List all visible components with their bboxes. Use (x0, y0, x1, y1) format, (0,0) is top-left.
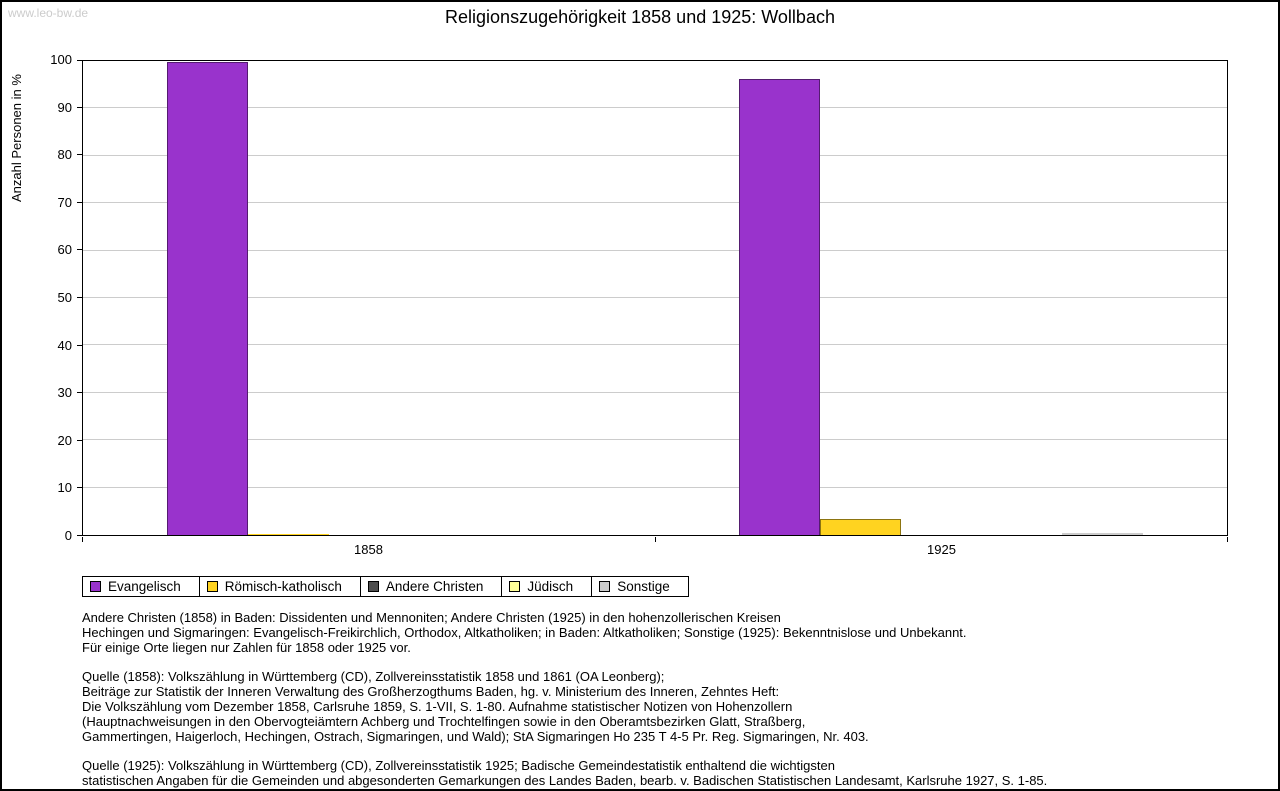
footnote-line: Die Volkszählung vom Dezember 1858, Carl… (82, 699, 793, 714)
y-tick-label: 30 (57, 385, 72, 401)
footnote-line: Quelle (1925): Volkszählung in Württembe… (82, 758, 835, 773)
footnote-line: (Hauptnachweisungen in den Obervogteiämt… (82, 714, 806, 729)
footnote-line: Beiträge zur Statistik der Inneren Verwa… (82, 684, 780, 699)
x-axis: 1858 1925 (82, 537, 1228, 561)
legend-item-3: Jüdisch (501, 577, 591, 596)
y-tick-label: 90 (57, 99, 72, 115)
plot-area (82, 60, 1228, 536)
y-tick-label: 10 (57, 480, 72, 496)
legend-label: Andere Christen (385, 579, 484, 594)
gridline (83, 297, 1227, 298)
y-tick-mark (77, 439, 82, 441)
y-tick-label: 80 (57, 147, 72, 163)
footnote-paragraph-3: Quelle (1925): Volkszählung in Württembe… (82, 758, 1258, 788)
x-category-label: 1925 (927, 542, 956, 557)
y-tick-label: 20 (57, 432, 72, 448)
watermark: www.leo-bw.de (8, 6, 89, 20)
footnote-paragraph-2: Quelle (1858): Volkszählung in Württembe… (82, 669, 1258, 744)
x-tick-mark (1227, 537, 1228, 542)
chart-title: Religionszugehörigkeit 1858 und 1925: Wo… (445, 7, 835, 27)
legend-item-4: Sonstige (591, 577, 688, 596)
gridline (83, 344, 1227, 346)
gridline (83, 107, 1227, 109)
legend-label: Sonstige (617, 579, 670, 594)
footnote-line: Quelle (1858): Volkszählung in Württembe… (82, 669, 665, 684)
y-tick-mark (77, 392, 82, 394)
bar-1858-1 (247, 533, 329, 535)
y-tick-mark (77, 201, 82, 203)
legend-label: Jüdisch (527, 579, 574, 594)
gridline (83, 391, 1227, 393)
bar-1858-0 (166, 62, 248, 535)
gridline (83, 486, 1227, 488)
footnote-line: Für einige Orte liegen nur Zahlen für 18… (82, 640, 411, 655)
gridline (83, 439, 1227, 441)
y-tick-mark (77, 487, 82, 489)
x-category-label: 1858 (354, 542, 383, 557)
legend-item-2: Andere Christen (359, 577, 502, 596)
y-tick-mark (77, 535, 82, 536)
y-tick-label: 40 (57, 337, 72, 353)
x-tick-mark (82, 537, 83, 542)
footnote-line: Andere Christen (1858) in Baden: Disside… (82, 610, 781, 625)
x-tick-mark (655, 537, 656, 542)
footnote-line: Gammertingen, Haigerloch, Hechingen, Ost… (82, 729, 869, 744)
footnote-line: Hechingen und Sigmaringen: Evangelisch-F… (82, 625, 967, 640)
footnotes: Andere Christen (1858) in Baden: Disside… (82, 610, 1258, 789)
y-tick-mark (77, 249, 82, 251)
legend-swatch-icon (599, 581, 611, 592)
legend-swatch-icon (206, 581, 218, 592)
gridline (83, 154, 1227, 156)
y-tick-mark (77, 60, 82, 61)
footnote-line: statistischen Angaben für die Gemeinden … (82, 773, 1048, 788)
legend-swatch-icon (509, 581, 521, 592)
y-tick-label: 60 (57, 242, 72, 258)
legend: Evangelisch Römisch-katholisch Andere Chri… (82, 576, 689, 597)
y-tick-mark (77, 297, 82, 298)
y-tick-label: 0 (64, 528, 72, 543)
y-tick-label: 50 (57, 290, 72, 305)
legend-label: Römisch-katholisch (224, 579, 342, 594)
y-tick-label: 100 (50, 52, 72, 67)
y-tick-mark (77, 154, 82, 156)
bar-1925-4 (1062, 533, 1144, 535)
y-tick-label: 70 (57, 194, 72, 210)
y-tick-mark (77, 106, 82, 108)
gridline (83, 249, 1227, 251)
legend-item-0: Evangelisch (83, 577, 199, 596)
y-axis: 0 10 20 30 40 50 60 70 80 90 100 (2, 53, 82, 543)
legend-swatch-icon (90, 581, 101, 592)
bar-1925-1 (819, 518, 901, 535)
footnote-paragraph-1: Andere Christen (1858) in Baden: Disside… (82, 610, 1258, 655)
y-tick-mark (77, 344, 82, 346)
legend-swatch-icon (367, 581, 379, 592)
gridline (83, 202, 1227, 204)
legend-item-1: Römisch-katholisch (198, 577, 360, 596)
legend-label: Evangelisch (108, 579, 181, 594)
bar-1925-0 (738, 79, 820, 535)
